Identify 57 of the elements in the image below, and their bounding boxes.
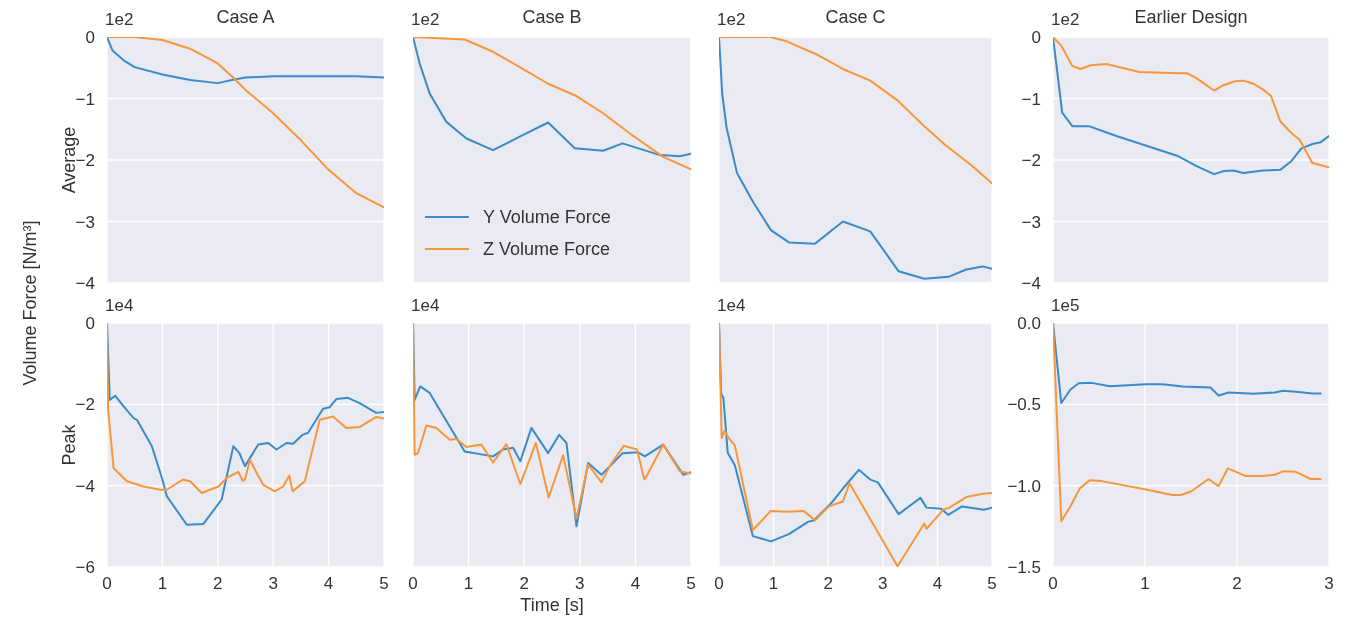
y-tick-label: −3 [75, 212, 95, 232]
x-tick-label: 1 [768, 574, 779, 594]
y-tick-label: −1 [1021, 89, 1041, 109]
text: 1e4 [105, 296, 134, 316]
y-tick-label: −4 [1021, 274, 1041, 294]
chart-title: Case B [522, 7, 582, 27]
x-tick-label: 4 [932, 574, 943, 594]
text: 1e4 [717, 296, 746, 316]
x-tick-label: 1 [157, 574, 168, 594]
legend-label: Z Volume Force [483, 238, 611, 261]
x-axis-title: Time [s] [519, 595, 585, 616]
x-tick-label: 1 [1140, 574, 1150, 594]
y-tick-label: −2 [1021, 151, 1041, 171]
y-tick-label: −6 [75, 558, 95, 578]
x-tick-label: 0 [408, 574, 418, 594]
y-tick-label: 0 [1031, 28, 1041, 48]
y-tick-label: −4 [75, 274, 95, 294]
chart-title: Earlier Design [1134, 7, 1248, 27]
x-tick-label: 3 [575, 574, 585, 594]
y-tick-label: −1.5 [1007, 558, 1041, 578]
x-tick-label: 2 [1232, 574, 1242, 594]
text: 1e2 [105, 10, 134, 30]
x-tick-label: 5 [686, 574, 696, 594]
x-tick-label: 4 [630, 574, 641, 594]
text: 1e2 [717, 10, 746, 30]
x-tick-label: 5 [987, 574, 997, 594]
y-tick-label: 0 [85, 28, 95, 48]
y-tick-label: 0 [85, 314, 95, 334]
y-axis-title: Peak [58, 424, 80, 466]
y-tick-label: 0.0 [1017, 314, 1041, 334]
y-tick-label: −3 [1021, 212, 1041, 232]
y-tick-label: −1 [75, 89, 95, 109]
x-tick-label: 3 [1324, 574, 1334, 594]
x-tick-label: 5 [379, 574, 389, 594]
x-tick-label: 4 [323, 574, 334, 594]
text: 1e4 [411, 296, 440, 316]
text: 1e2 [411, 10, 440, 30]
x-tick-label: 3 [268, 574, 278, 594]
line-series [1053, 323, 1322, 523]
legend-label: Y Volume Force [483, 206, 611, 229]
x-tick-label: 3 [878, 574, 888, 594]
chart-title: Case C [825, 7, 886, 27]
x-tick-label: 0 [102, 574, 112, 594]
text: 1e5 [1051, 296, 1080, 316]
chart-title: Case A [216, 7, 275, 27]
y-tick-label: −2 [75, 395, 95, 415]
y-tick-label: −1.0 [1007, 476, 1041, 496]
x-tick-label: 2 [213, 574, 223, 594]
x-tick-label: 1 [463, 574, 474, 594]
text: 1e2 [1051, 10, 1080, 30]
x-tick-label: 0 [714, 574, 724, 594]
x-tick-label: 0 [1048, 574, 1058, 594]
y-tick-label: −4 [75, 476, 95, 496]
x-tick-label: 2 [823, 574, 833, 594]
y-tick-label: −0.5 [1007, 395, 1041, 415]
x-tick-label: 2 [519, 574, 529, 594]
text: Volume Force [N/m³] [19, 220, 41, 386]
